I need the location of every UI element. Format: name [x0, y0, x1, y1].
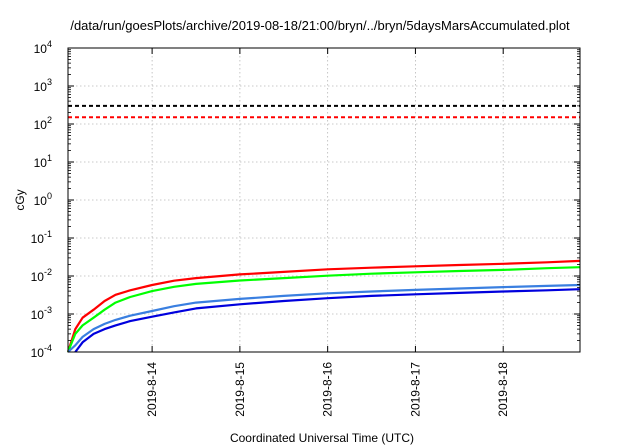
y-tick-base: 10 — [34, 156, 48, 170]
y-tick-exponent: 3 — [47, 77, 52, 87]
y-tick-exponent: 0 — [47, 191, 52, 201]
y-tick-exponent: 2 — [47, 115, 52, 125]
y-tick-base: 10 — [31, 270, 45, 284]
x-axis-label: Coordinated Universal Time (UTC) — [230, 431, 414, 445]
y-tick-label: 10-2 — [31, 267, 52, 284]
series-lines — [66, 259, 581, 353]
x-tick-label: 2019-8-17 — [408, 362, 422, 417]
y-tick-exponent: -1 — [44, 229, 52, 239]
chart-title: /data/run/goesPlots/archive/2019-08-18/2… — [70, 18, 570, 33]
y-tick-label: 10-1 — [31, 229, 52, 246]
y-tick-exponent: -2 — [44, 267, 52, 277]
y-axis-label: cGy — [13, 189, 27, 210]
y-tick-exponent: -3 — [44, 305, 52, 315]
y-tick-base: 10 — [31, 232, 45, 246]
series-line — [74, 288, 581, 353]
y-tick-label: 10-4 — [31, 343, 52, 360]
x-tick-label: 2019-8-15 — [233, 362, 247, 417]
x-axis: 2019-8-14 2019-8-15 2019-8-16 2019-8-17 2019… — [145, 48, 510, 417]
y-tick-label: 103 — [34, 77, 52, 94]
series-line — [66, 259, 581, 353]
x-tick-label: 2019-8-16 — [321, 362, 335, 417]
y-tick-base: 10 — [34, 42, 48, 56]
y-tick-label: 104 — [34, 39, 52, 56]
x-tick-label: 2019-8-14 — [145, 362, 159, 417]
x-tick-label: 2019-8-18 — [496, 362, 510, 417]
y-tick-base: 10 — [34, 118, 48, 132]
series-line — [66, 266, 581, 353]
series-line — [67, 283, 581, 353]
y-tick-label: 100 — [34, 191, 52, 208]
y-tick-label: 101 — [34, 153, 52, 170]
reference-lines — [68, 104, 580, 119]
y-tick-base: 10 — [34, 194, 48, 208]
y-tick-label: 10-3 — [31, 305, 52, 322]
y-tick-exponent: 4 — [47, 39, 52, 49]
y-tick-exponent: 1 — [47, 153, 52, 163]
y-tick-label: 102 — [34, 115, 52, 132]
y-tick-base: 10 — [31, 346, 45, 360]
y-tick-base: 10 — [31, 308, 45, 322]
y-tick-base: 10 — [34, 80, 48, 94]
y-tick-exponent: -4 — [44, 343, 52, 353]
grid — [68, 48, 580, 352]
